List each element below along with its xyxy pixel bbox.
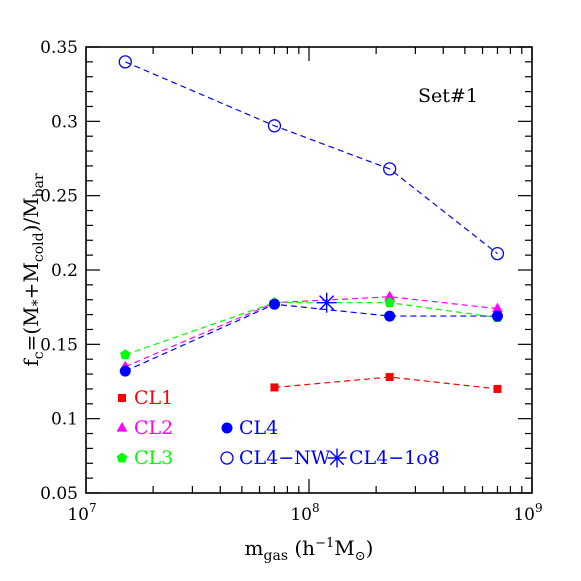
data-point-cl3 [384,297,395,308]
y-tick-label: 0.35 [40,38,78,58]
series-line-cl2 [125,296,498,368]
legend-marker-cl1 [118,394,126,402]
legend-label-cl3: CL3 [134,447,173,469]
data-point-cl4-nw [383,162,397,176]
legend-label-cl1: CL1 [134,387,173,409]
legend-marker-cl2 [116,422,128,432]
x-axis-title: mgas (h−1M⊙) [245,536,374,564]
y-tick-label: 0.15 [40,335,78,355]
data-point-cl1 [493,384,502,393]
data-point-cl4 [491,310,503,322]
y-tick-label: 0.2 [51,261,78,281]
legend-label-cl4-1o8: CL4−1o8 [349,447,440,469]
data-point-cl3 [120,349,131,360]
data-point-cl4 [119,365,131,377]
data-point-cl4-1o8 [316,292,337,313]
data-point-cl4-nw [118,55,132,69]
x-tick-label: 107 [67,501,96,525]
data-point-cl2 [384,290,396,301]
y-tick-label: 0.1 [51,410,78,430]
legend-marker-cl4 [221,422,233,434]
series-line-cl4 [125,303,498,372]
axis-titles: mgas (h−1M⊙) fc=(M*+Mcold)/Mbar [19,173,373,564]
series-line-cl3 [125,302,498,356]
legend-marker-cl3 [116,452,128,463]
set-annotation: Set#1 [418,85,478,107]
y-axis-title: fc=(M*+Mcold)/Mbar [19,173,47,367]
data-point-cl4 [268,298,280,310]
data-point-cl4 [384,310,396,322]
y-tick-label: 0.25 [40,187,78,207]
y-tick-label: 0.05 [40,484,78,504]
y-tick-label: 0.3 [51,112,78,132]
legend-marker-cl4-nw [220,451,234,465]
data-point-cl1 [385,373,394,382]
x-tick-label: 109 [513,501,542,525]
legend-label-cl4: CL4 [239,417,278,439]
data-point-cl4-nw [490,246,505,261]
x-tick-label: 108 [290,501,319,525]
legend-label-cl4-nw: CL4−NW [239,447,331,469]
legend-marker-cl4-1o8 [327,448,347,468]
legend-label-cl2: CL2 [134,417,173,439]
legend: CL1 CL2 CL3 CL4 CL4−NW CL4−1o8 [116,387,440,469]
data-point-cl1 [270,383,279,392]
data-point-cl4-nw [267,119,282,133]
series-line-cl4-nw [125,61,498,255]
data-point-cl2 [492,302,503,313]
